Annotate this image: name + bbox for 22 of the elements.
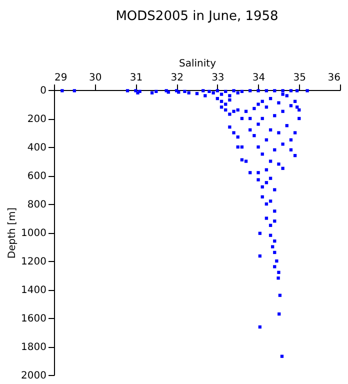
y-tick-label: 0 xyxy=(40,86,46,96)
y-tick-label: 1400 xyxy=(21,285,46,296)
y-tick-label: 800 xyxy=(27,200,46,210)
x-tick-label: 35 xyxy=(293,72,306,84)
y-tick-label: 200 xyxy=(27,114,46,125)
x-tick-label: 29 xyxy=(54,72,68,84)
y-tick-label: 2000 xyxy=(21,370,46,382)
y-tick-label: 1200 xyxy=(21,256,46,268)
x-axis-title: Salinity xyxy=(179,58,216,70)
y-tick-label: 600 xyxy=(27,171,46,182)
y-axis-title: Depth [m] xyxy=(7,207,18,259)
y-tick-label: 1000 xyxy=(21,228,46,239)
y-tick-label: 400 xyxy=(27,142,46,154)
x-tick-label: 31 xyxy=(130,72,143,84)
x-tick-label: 30 xyxy=(88,72,102,84)
y-tick-label: 1800 xyxy=(21,342,46,353)
x-tick-label: 32 xyxy=(170,72,184,84)
x-tick-label: 33 xyxy=(212,72,224,84)
x-tick-label: 36 xyxy=(328,72,340,84)
y-tick-label: 1600 xyxy=(21,314,46,324)
chart-title: MODS2005 in June, 1958 xyxy=(116,9,278,24)
x-tick-label: 34 xyxy=(252,72,266,84)
